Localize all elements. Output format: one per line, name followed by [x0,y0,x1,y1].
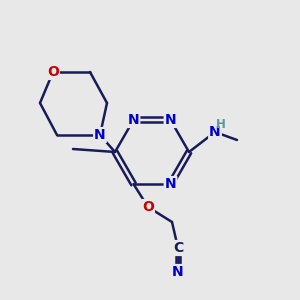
Text: N: N [128,113,139,127]
Text: H: H [216,118,226,130]
Text: N: N [165,177,176,191]
Text: N: N [94,128,106,142]
Text: C: C [173,241,183,255]
Text: O: O [47,65,59,79]
Text: N: N [209,125,221,139]
Text: O: O [142,200,154,214]
Text: N: N [165,113,176,127]
Text: N: N [172,265,184,279]
